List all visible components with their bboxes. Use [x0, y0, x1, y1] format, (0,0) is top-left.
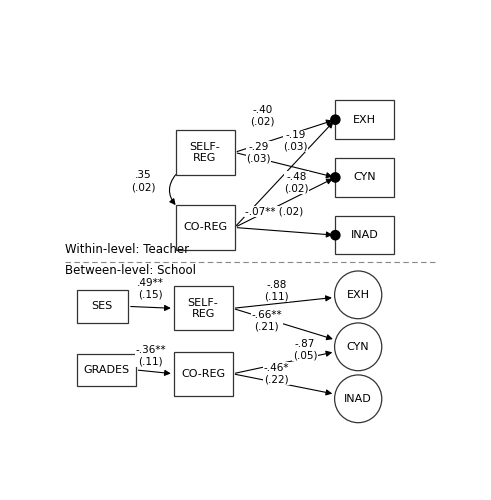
Text: -.19
(.03): -.19 (.03) — [283, 130, 308, 152]
Text: CYN: CYN — [347, 342, 370, 352]
Text: INAD: INAD — [344, 394, 372, 404]
Text: EXH: EXH — [354, 114, 376, 124]
FancyBboxPatch shape — [335, 158, 394, 196]
Text: CO-REG: CO-REG — [181, 369, 225, 379]
Text: -.36**
(.11): -.36** (.11) — [136, 345, 166, 366]
Text: CYN: CYN — [354, 172, 376, 182]
Text: SELF-
REG: SELF- REG — [190, 142, 220, 163]
Text: INAD: INAD — [351, 230, 379, 240]
Circle shape — [331, 115, 340, 124]
Text: -.87
(.05): -.87 (.05) — [293, 338, 317, 360]
Text: -.46*
(.22): -.46* (.22) — [264, 362, 289, 384]
Text: Between-level: School: Between-level: School — [65, 264, 196, 277]
FancyBboxPatch shape — [77, 354, 136, 386]
Text: CO-REG: CO-REG — [183, 222, 227, 232]
Circle shape — [334, 271, 382, 318]
Text: Within-level: Teacher: Within-level: Teacher — [65, 242, 190, 256]
Text: -.48
(.02): -.48 (.02) — [284, 172, 309, 193]
Text: GRADES: GRADES — [83, 365, 129, 375]
Text: -.88
(.11): -.88 (.11) — [264, 280, 289, 302]
Circle shape — [331, 173, 340, 182]
FancyBboxPatch shape — [335, 100, 394, 139]
Text: -.40
(.02): -.40 (.02) — [250, 105, 274, 126]
FancyBboxPatch shape — [174, 286, 233, 331]
FancyBboxPatch shape — [176, 206, 235, 250]
Circle shape — [331, 230, 340, 240]
FancyBboxPatch shape — [77, 290, 128, 323]
Text: -.07** (.02): -.07** (.02) — [245, 206, 303, 216]
FancyBboxPatch shape — [174, 352, 233, 396]
FancyArrowPatch shape — [169, 174, 176, 204]
Text: EXH: EXH — [347, 290, 370, 300]
Text: -.29
(.03): -.29 (.03) — [246, 142, 271, 163]
Text: SELF-
REG: SELF- REG — [188, 298, 218, 319]
FancyBboxPatch shape — [176, 130, 235, 174]
Circle shape — [334, 375, 382, 422]
Text: .49**
(.15): .49** (.15) — [137, 278, 164, 299]
Circle shape — [334, 323, 382, 370]
FancyBboxPatch shape — [335, 216, 394, 254]
Text: .35
(.02): .35 (.02) — [131, 170, 156, 192]
Text: SES: SES — [92, 302, 113, 312]
Text: -.66**
(.21): -.66** (.21) — [251, 310, 282, 332]
